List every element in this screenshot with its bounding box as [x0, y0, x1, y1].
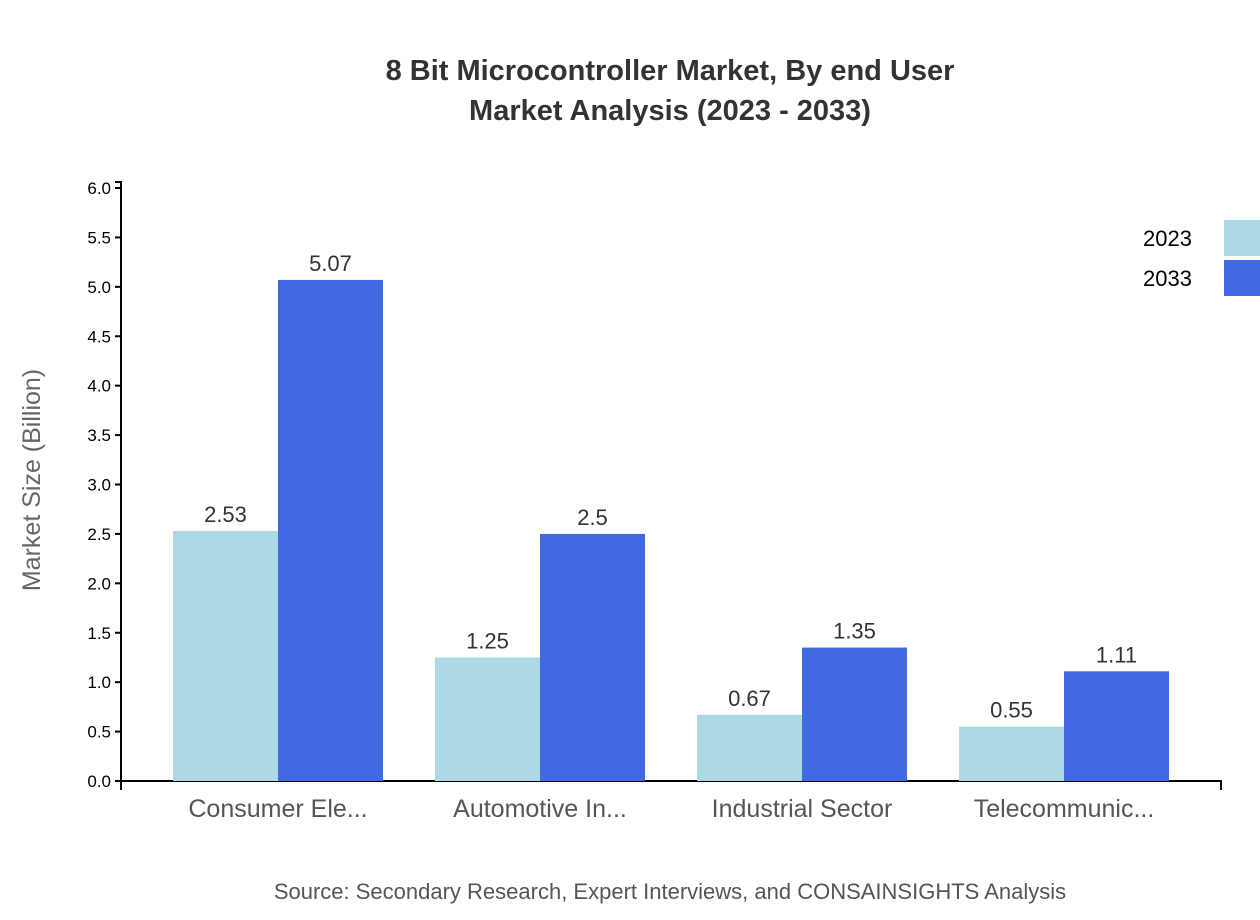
y-tick-label: 6.0 [87, 179, 111, 198]
data-label: 1.35 [833, 619, 876, 644]
y-tick-label: 3.0 [87, 476, 111, 495]
y-tick-label: 4.5 [87, 327, 111, 346]
bar-2023 [959, 726, 1064, 781]
legend-label: 2023 [1143, 226, 1192, 251]
y-tick-label: 3.5 [87, 426, 111, 445]
bar-2023 [697, 714, 802, 781]
y-tick-label: 2.0 [87, 574, 111, 593]
y-tick-label: 5.5 [87, 228, 111, 247]
y-tick-label: 5.0 [87, 278, 111, 297]
data-label: 5.07 [309, 251, 352, 276]
x-tick-label: Industrial Sector [712, 795, 893, 823]
legend-label: 2033 [1143, 266, 1192, 291]
chart-title-line-2: Market Analysis (2023 - 2033) [469, 95, 871, 127]
legend-swatch [1224, 220, 1260, 256]
bar-2023 [435, 657, 540, 781]
y-axis-line [115, 181, 122, 782]
data-label: 2.5 [577, 505, 608, 530]
bar-2033 [278, 279, 383, 781]
chart-title-line-1: 8 Bit Microcontroller Market, By end Use… [386, 55, 955, 87]
data-label: 0.55 [990, 698, 1033, 723]
x-axis-line [120, 780, 1222, 790]
data-label: 0.67 [728, 686, 771, 711]
y-tick-label: 2.5 [87, 525, 111, 544]
y-tick-label: 0.0 [87, 772, 111, 791]
bars: 2.53 5.07 1.25 2.5 0.67 1.35 0.55 1.11 [173, 251, 1169, 781]
data-label: 1.11 [1096, 642, 1137, 667]
data-label: 1.25 [466, 628, 509, 653]
y-tick-label: 1.5 [87, 624, 111, 643]
legend: 2023 2033 [1143, 220, 1260, 296]
x-axis: Consumer Ele... Automotive In... Industria… [120, 780, 1222, 823]
data-label: 2.53 [204, 502, 247, 527]
bar-2033 [1064, 671, 1169, 781]
y-tick-label: 1.0 [87, 673, 111, 692]
x-tick-label: Telecommunic... [974, 795, 1155, 823]
y-tick-label: 0.5 [87, 723, 111, 742]
bar-2033 [540, 533, 645, 781]
x-tick-label: Automotive In... [453, 795, 627, 823]
y-axis: 0.0 0.5 1.0 1.5 2.0 2.5 3.0 3.5 4.0 4.5 5.0 5.5 6.0 [87, 179, 122, 791]
y-axis-label: Market Size (Billion) [18, 369, 46, 591]
bar-2023 [173, 530, 278, 781]
x-tick-label: Consumer Ele... [188, 795, 367, 823]
bar-2033 [802, 647, 907, 781]
source-note: Source: Secondary Research, Expert Inter… [274, 879, 1066, 904]
y-tick-label: 4.0 [87, 377, 111, 396]
legend-swatch [1224, 260, 1260, 296]
